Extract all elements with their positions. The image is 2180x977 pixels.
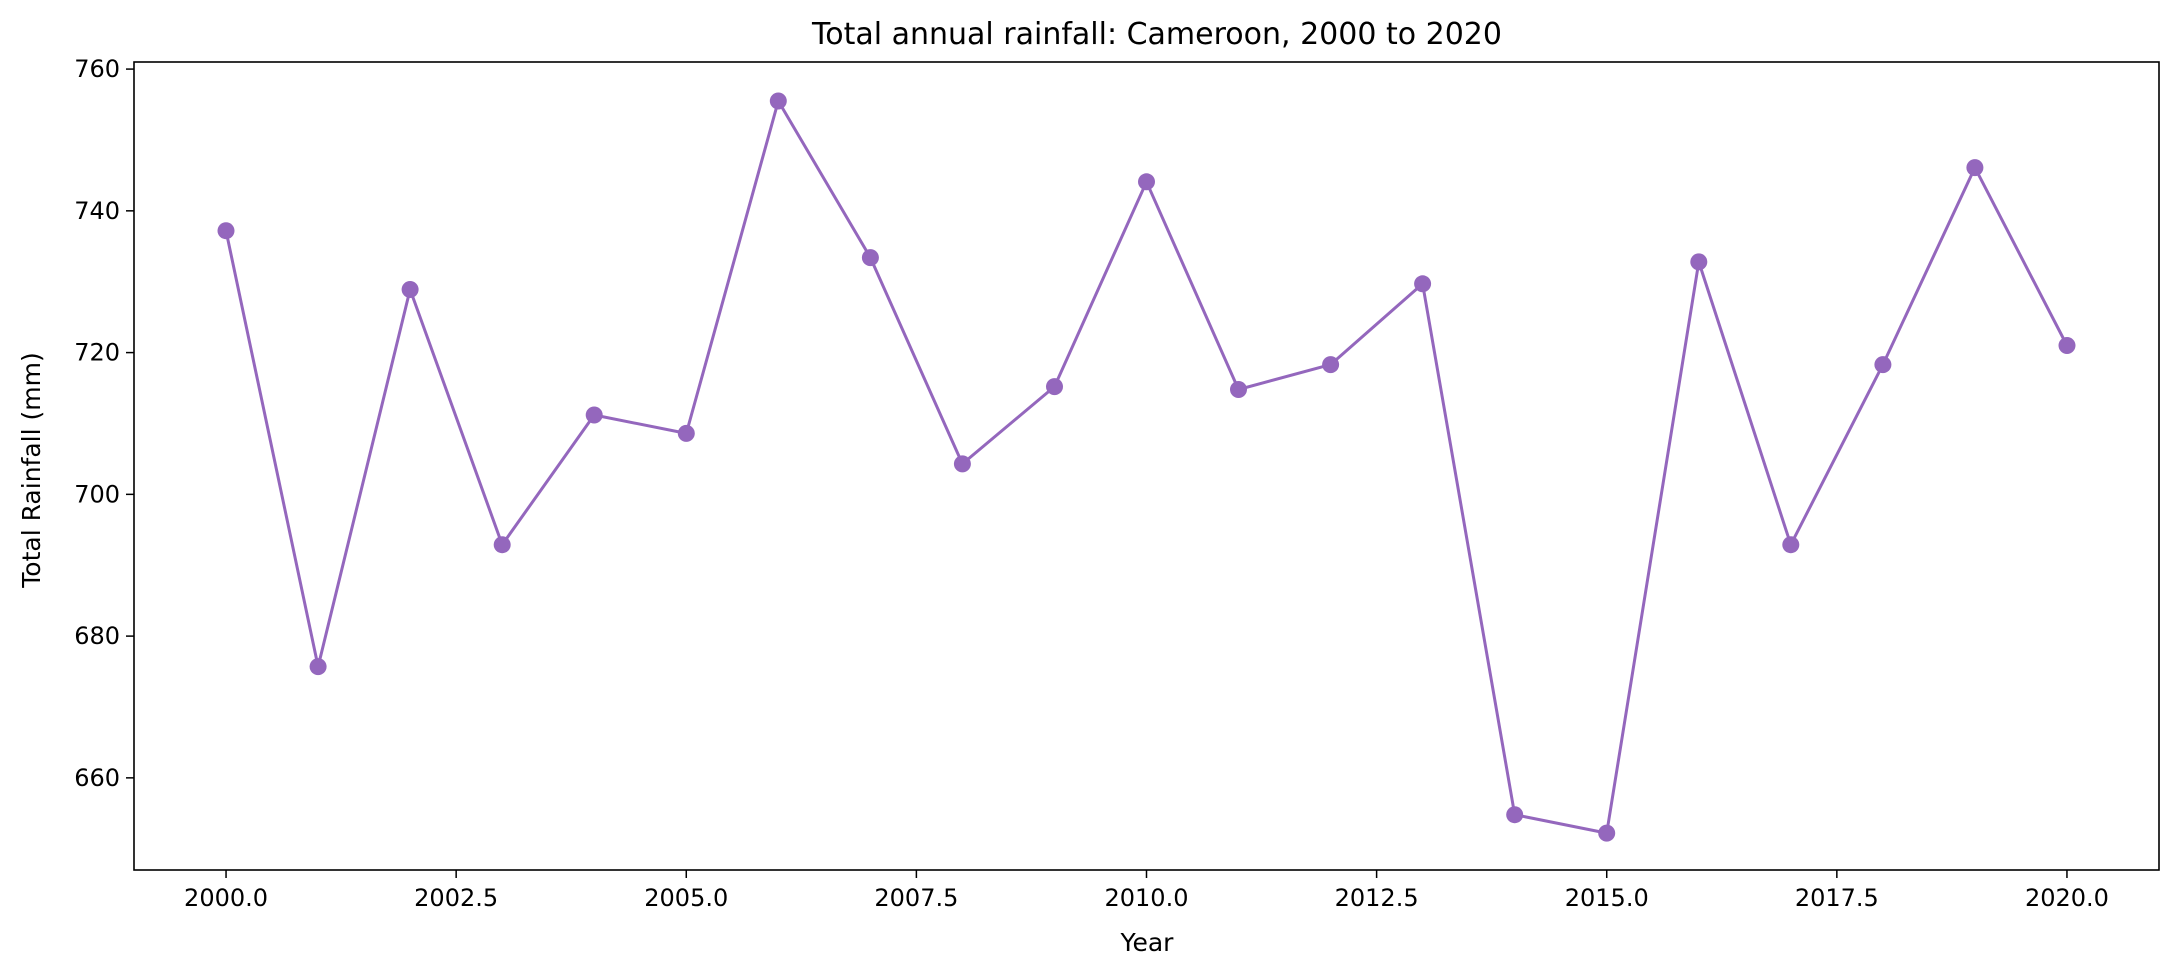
x-tick-label: 2002.5 [414,884,498,912]
plot-area: 2000.0 2002.5 2005.0 2007.5 2010.0 2012.5 2015… [74,55,2160,912]
data-point [1874,356,1892,374]
data-point [1966,159,1984,177]
data-point [1138,173,1155,191]
y-tick-label: 760 [74,55,120,83]
x-axis-label: Year [1120,928,1175,957]
data-point [953,455,971,473]
data-point [1230,381,1247,398]
data-point [1598,824,1616,842]
x-tick-label: 2015.0 [1565,884,1649,912]
data-point [1690,253,1708,271]
data-point [2058,337,2076,354]
x-tick-label: 2007.5 [874,884,958,912]
data-point [493,536,511,554]
data-point [769,92,787,110]
data-point [1782,536,1800,554]
y-tick-label: 700 [74,480,120,508]
x-tick-label: 2012.5 [1335,884,1419,912]
data-point [1414,275,1432,293]
x-tick-label: 2017.5 [1795,884,1879,912]
y-tick-label: 720 [74,339,120,367]
x-tick-label: 2000.0 [184,884,268,912]
data-point [1506,806,1524,824]
data-point [1322,356,1340,374]
y-axis-label: Total Rainfall (mm) [17,352,46,588]
data-point [585,406,603,424]
data-point [677,424,695,442]
x-tick-label: 2005.0 [644,884,728,912]
y-tick-label: 680 [74,622,120,650]
x-tick-label: 2010.0 [1105,884,1189,912]
data-point [1046,378,1063,396]
y-tick-label: 660 [74,764,120,792]
data-point [401,281,419,298]
data-point [861,249,879,267]
y-tick-label: 740 [74,197,120,225]
chart-title: Total annual rainfall: Cameroon, 2000 to… [811,17,1502,52]
data-point [309,658,327,676]
data-point [217,222,235,240]
x-tick-label: 2020.0 [2025,884,2109,912]
